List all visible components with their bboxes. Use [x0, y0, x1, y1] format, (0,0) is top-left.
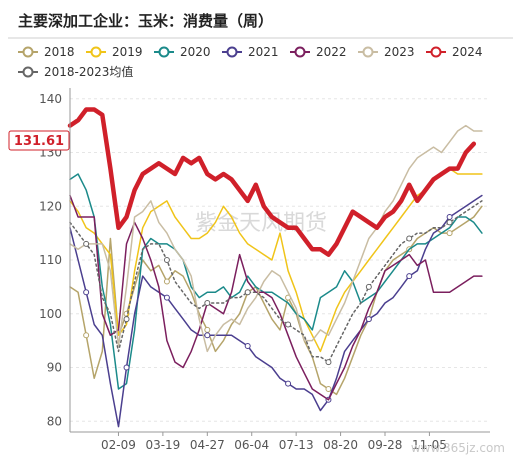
legend-swatch-marker	[90, 46, 102, 58]
legend-label: 2021	[248, 45, 279, 59]
data-point	[163, 257, 170, 263]
latest-value-badge: 131.61	[8, 130, 70, 151]
legend-label: 2022	[316, 45, 347, 59]
x-tick-label: 07-13	[279, 438, 314, 452]
data-point	[365, 316, 372, 323]
data-point	[204, 326, 211, 333]
data-point	[123, 364, 130, 371]
legend-label: 2018	[44, 45, 75, 59]
data-point	[204, 332, 211, 339]
data-point	[406, 235, 413, 242]
series-2024	[67, 107, 477, 257]
data-point	[446, 219, 453, 226]
data-point	[163, 278, 170, 285]
data-point	[163, 294, 170, 301]
data-point	[325, 386, 332, 392]
x-tick-label: 04-27	[190, 438, 225, 452]
y-tick-label: 90	[47, 361, 62, 375]
data-point	[204, 300, 211, 306]
legend-item[interactable]: 2023	[358, 45, 415, 59]
watermark-text: 紫金天风期货	[195, 211, 327, 236]
data-point	[446, 230, 453, 237]
x-tick-label: 08-20	[323, 438, 358, 452]
series-line-2021	[69, 194, 483, 428]
watermark: 紫金天风期货	[195, 211, 327, 236]
legend-item[interactable]: 2021	[222, 45, 279, 59]
data-point	[285, 321, 292, 328]
grid	[70, 98, 490, 422]
series-2021	[69, 194, 483, 428]
legend-label: 2023	[384, 45, 415, 59]
data-point	[83, 289, 90, 296]
series-line-20182023	[69, 200, 483, 363]
series-line-2020	[69, 173, 483, 390]
data-point	[83, 332, 90, 339]
legend-item[interactable]: 2019	[86, 45, 143, 59]
chart-title: 主要深加工企业：玉米：消费量（周）	[18, 12, 273, 30]
plot-area	[67, 107, 483, 428]
series-line-2023	[69, 124, 483, 353]
data-point	[446, 214, 453, 220]
series-line-2022	[69, 194, 483, 401]
legend-label: 2020	[180, 45, 211, 59]
latest-value-box	[8, 130, 70, 151]
legend-label: 2018-2023均值	[44, 64, 133, 79]
x-tick-label: 02-09	[101, 438, 136, 452]
legend-swatch-marker	[430, 46, 442, 58]
latest-value-label: 131.61	[14, 134, 64, 149]
legend-item[interactable]: 2018	[18, 45, 75, 59]
legend-swatch-marker	[158, 46, 170, 58]
data-point	[406, 273, 413, 280]
legend-item[interactable]: 2020	[154, 45, 211, 59]
y-tick-label: 80	[47, 414, 62, 428]
legend-swatch-marker	[226, 46, 238, 58]
legend-label: 2019	[112, 45, 143, 59]
x-tick-label: 03-19	[145, 438, 180, 452]
data-point	[285, 380, 292, 387]
data-point	[365, 283, 372, 290]
legend-swatch-marker	[362, 46, 374, 58]
data-point	[244, 343, 251, 349]
series-line-2019	[69, 167, 483, 353]
x-tick-label: 06-04	[234, 438, 269, 452]
y-tick-label: 120	[39, 199, 62, 213]
series-2022	[69, 194, 483, 401]
watermark-site: www.365jz.com	[411, 441, 505, 455]
x-tick-label: 11-05	[412, 438, 447, 452]
x-tick-label: 09-28	[368, 438, 403, 452]
legend-item[interactable]: 2022	[290, 45, 347, 59]
y-tick-label: 100	[39, 307, 62, 321]
data-point	[83, 240, 90, 247]
series-2019	[69, 167, 483, 353]
legend-swatch-marker	[294, 46, 306, 58]
data-point	[244, 289, 251, 296]
data-point	[325, 359, 332, 366]
legend-item[interactable]: 2024	[426, 45, 483, 59]
legend-swatch-marker	[22, 46, 34, 58]
series-line-2024	[67, 107, 477, 257]
legend: 2018 2019 2020 2021 2022 2023 2024 2018-2023均值	[18, 45, 483, 79]
legend-item[interactable]: 2018-2023均值	[18, 64, 133, 79]
series-20182023	[69, 200, 483, 366]
legend-label: 2024	[452, 45, 483, 59]
data-point	[123, 316, 130, 323]
y-tick-label: 140	[39, 92, 62, 106]
legend-swatch-marker	[22, 66, 34, 78]
series-2023	[69, 124, 483, 353]
series-line-2018	[69, 205, 483, 396]
series-2020	[69, 173, 483, 390]
y-tick-label: 110	[39, 253, 62, 267]
